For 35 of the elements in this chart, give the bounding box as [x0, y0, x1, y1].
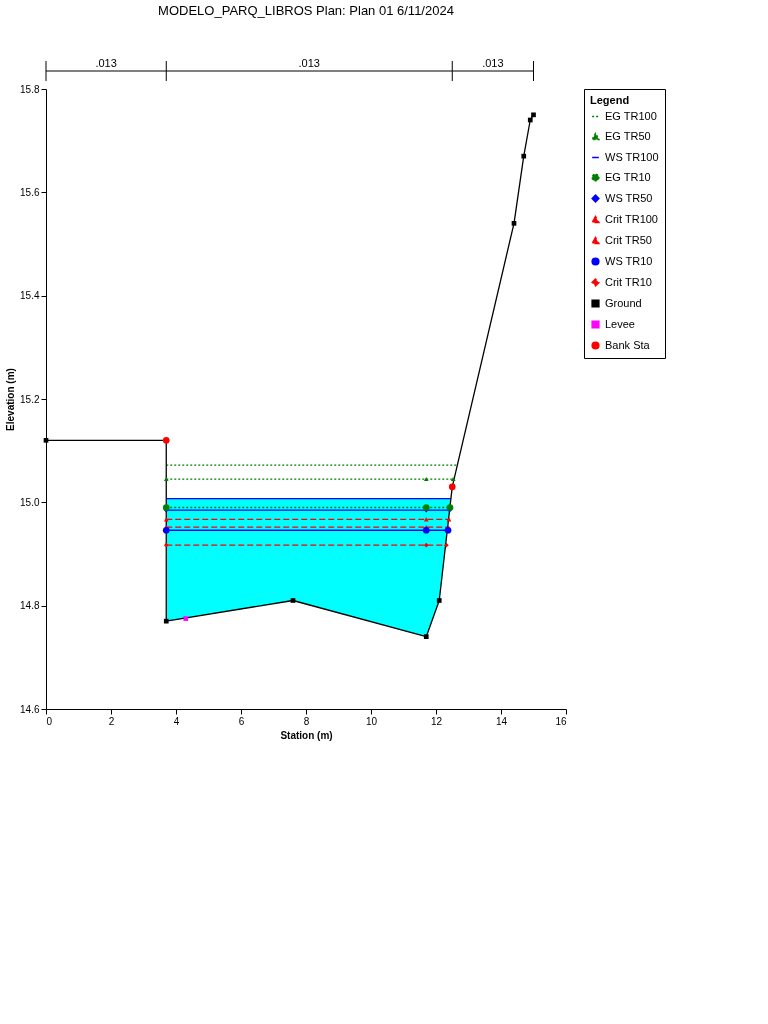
- text: .013: [298, 57, 320, 69]
- legend-label: EG TR10: [605, 170, 651, 183]
- y-tick-label: 15.6: [20, 186, 40, 198]
- y-tick-label: 15.8: [20, 83, 40, 95]
- x-tick-label: 12: [430, 715, 443, 727]
- text: .013: [95, 57, 117, 69]
- x-tick-label: 16: [555, 715, 567, 727]
- legend-label: Crit TR50: [605, 233, 652, 246]
- legend-label: EG TR100: [605, 109, 657, 122]
- y-tick-label: 15.2: [20, 393, 40, 405]
- y-tick-label: 14.8: [20, 600, 40, 612]
- x-tick-label: 8: [303, 715, 310, 727]
- chart-title: MODELO_PARQ_LIBROS Plan: Plan 01 6/11/2024: [158, 3, 454, 18]
- legend-label: WS TR50: [605, 191, 653, 204]
- legend-label: EG TR50: [605, 129, 651, 142]
- x-tick-label: 6: [238, 715, 245, 727]
- x-tick-label: 14: [495, 715, 508, 727]
- legend-label: Crit TR10: [605, 275, 652, 288]
- text: .013: [482, 57, 504, 69]
- y-axis-title: Elevation (m): [5, 368, 17, 431]
- y-tick-label: 15.4: [20, 290, 40, 302]
- x-tick-label: 10: [365, 715, 378, 727]
- legend-label: Levee: [605, 317, 635, 330]
- legend-label: WS TR10: [605, 254, 653, 267]
- y-tick-label: 14.6: [20, 703, 40, 715]
- legend-label: WS TR100: [605, 150, 659, 163]
- y-tick-label: 15.0: [20, 496, 40, 508]
- legend-label: Bank Sta: [605, 338, 651, 351]
- legend-label: Ground: [605, 296, 642, 309]
- legend-label: Crit TR100: [605, 212, 658, 225]
- legend-title: Legend: [590, 94, 630, 106]
- x-tick-label: 2: [108, 715, 115, 727]
- x-axis-title: Station (m): [280, 729, 333, 741]
- x-tick-label: 4: [173, 715, 180, 727]
- x-tick-label: 0: [46, 715, 53, 727]
